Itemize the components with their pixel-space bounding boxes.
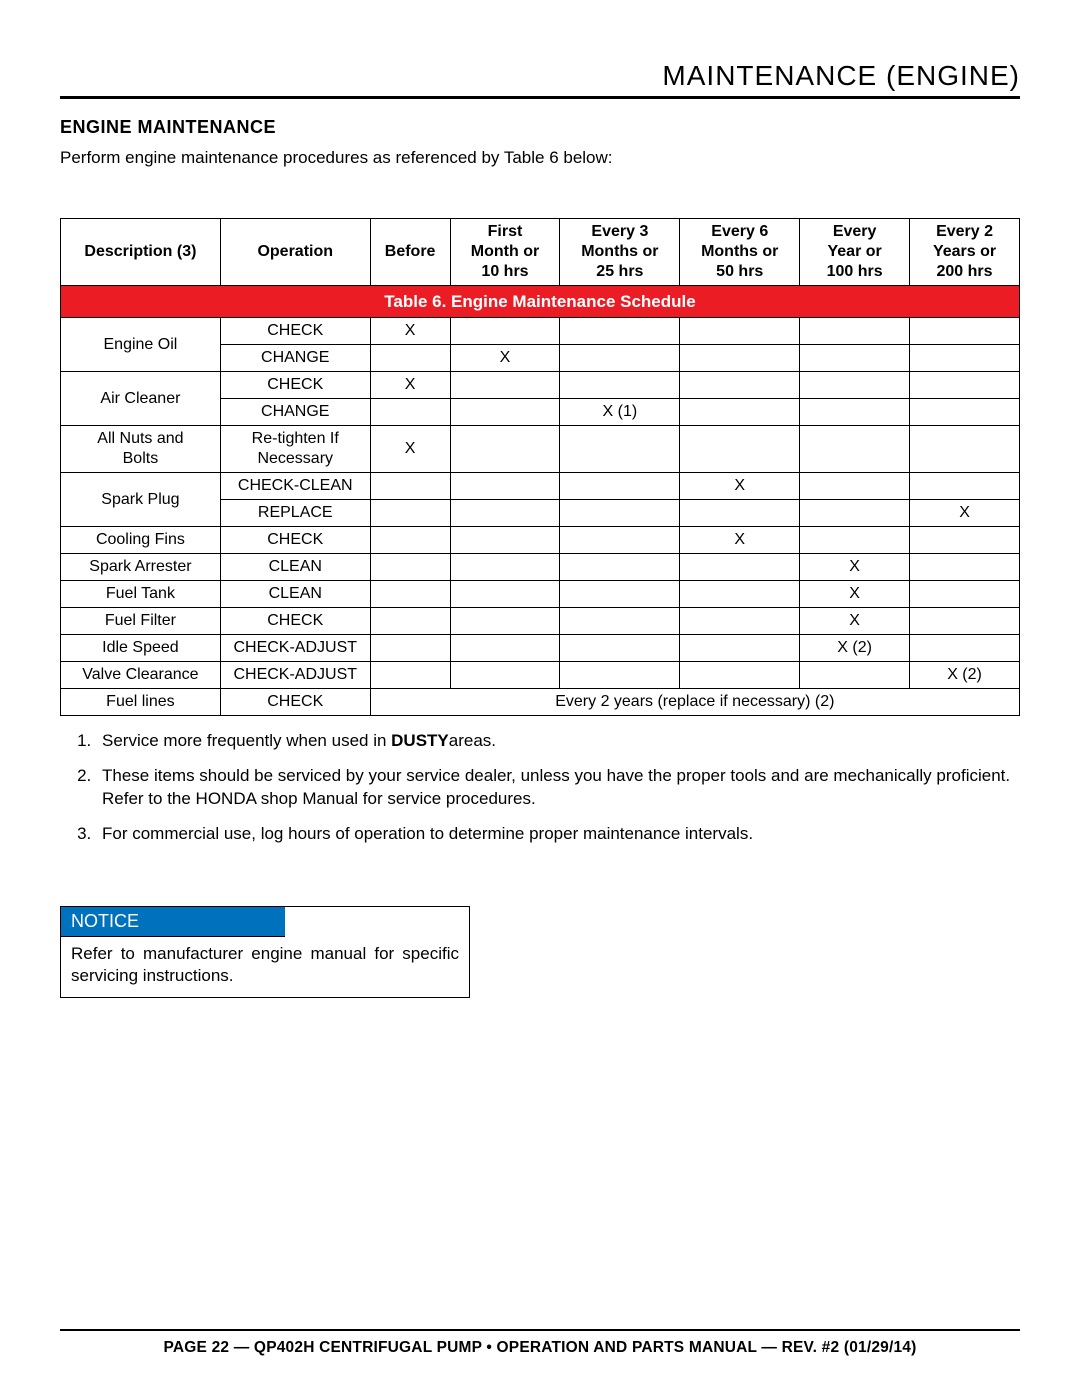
cell-desc: All Nuts andBolts — [61, 426, 221, 473]
col-every6: Every 6Months or50 hrs — [680, 219, 800, 286]
col-operation: Operation — [220, 219, 370, 286]
cell: X — [370, 426, 450, 473]
cell: X (1) — [560, 399, 680, 426]
col-every2yr: Every 2Years or200 hrs — [910, 219, 1020, 286]
col-description: Description (3) — [61, 219, 221, 286]
page-title: MAINTENANCE (ENGINE) — [60, 60, 1020, 92]
col-every-year: EveryYear or100 hrs — [800, 219, 910, 286]
cell: X (2) — [910, 662, 1020, 689]
footer-text: PAGE 22 — QP402H CENTRIFUGAL PUMP • OPER… — [60, 1339, 1020, 1357]
cell-desc: Fuel Filter — [61, 608, 221, 635]
table-row: Valve Clearance CHECK-ADJUST X (2) — [61, 662, 1020, 689]
notice-body: Refer to manufacturer engine manual for … — [61, 937, 469, 997]
note-text: areas. — [449, 731, 496, 750]
cell-op: CHECK — [220, 527, 370, 554]
cell: X — [370, 372, 450, 399]
table-row: Fuel lines CHECK Every 2 years (replace … — [61, 689, 1020, 716]
cell: X — [450, 345, 560, 372]
table-row: All Nuts andBolts Re-tighten IfNecessary… — [61, 426, 1020, 473]
col-first: FirstMonth or10 hrs — [450, 219, 560, 286]
page-footer: PAGE 22 — QP402H CENTRIFUGAL PUMP • OPER… — [60, 1329, 1020, 1357]
maintenance-table: Table 6. Engine Maintenance Schedule Des… — [60, 218, 1020, 716]
cell-desc: Idle Speed — [61, 635, 221, 662]
cell: X — [370, 318, 450, 345]
notice-header: NOTICE — [61, 907, 285, 937]
table-row: Idle Speed CHECK-ADJUST X (2) — [61, 635, 1020, 662]
table-row: Fuel Tank CLEAN X — [61, 581, 1020, 608]
cell-op: CHANGE — [220, 399, 370, 426]
cell-desc: Engine Oil — [61, 318, 221, 372]
table-row: Spark Plug CHECK-CLEAN X — [61, 473, 1020, 500]
table-header-row: Description (3) Operation Before FirstMo… — [61, 219, 1020, 286]
notes-list: Service more frequently when used in DUS… — [86, 730, 1020, 846]
intro-text: Perform engine maintenance procedures as… — [60, 148, 1020, 168]
cell: X — [800, 608, 910, 635]
cell-op: CHECK — [220, 689, 370, 716]
note-bold: DUSTY — [391, 731, 449, 750]
note-item: Service more frequently when used in DUS… — [96, 730, 1020, 753]
cell-op: CHECK — [220, 318, 370, 345]
table-title: Table 6. Engine Maintenance Schedule — [61, 286, 1020, 318]
note-item: These items should be serviced by your s… — [96, 765, 1020, 811]
cell-desc: Spark Arrester — [61, 554, 221, 581]
section-heading: ENGINE MAINTENANCE — [60, 117, 1020, 138]
cell: X — [800, 554, 910, 581]
table-row: Air Cleaner CHECK X — [61, 372, 1020, 399]
cell-op: CHECK-ADJUST — [220, 662, 370, 689]
col-before: Before — [370, 219, 450, 286]
cell: X — [680, 473, 800, 500]
cell: X (2) — [800, 635, 910, 662]
cell-op: Re-tighten IfNecessary — [220, 426, 370, 473]
title-rule — [60, 96, 1020, 99]
table-row: Engine Oil CHECK X — [61, 318, 1020, 345]
note-text: Service more frequently when used in — [102, 731, 391, 750]
cell-op: CHECK — [220, 372, 370, 399]
cell-desc: Fuel Tank — [61, 581, 221, 608]
table-row: Cooling Fins CHECK X — [61, 527, 1020, 554]
cell-desc: Air Cleaner — [61, 372, 221, 426]
note-item: For commercial use, log hours of operati… — [96, 823, 1020, 846]
cell: X — [680, 527, 800, 554]
col-every3: Every 3Months or25 hrs — [560, 219, 680, 286]
cell-desc: Valve Clearance — [61, 662, 221, 689]
cell-desc: Cooling Fins — [61, 527, 221, 554]
cell-op: CHECK-ADJUST — [220, 635, 370, 662]
cell-op: CLEAN — [220, 581, 370, 608]
table-row: Fuel Filter CHECK X — [61, 608, 1020, 635]
cell-desc: Fuel lines — [61, 689, 221, 716]
cell-op: CHECK-CLEAN — [220, 473, 370, 500]
footer-rule — [60, 1329, 1020, 1331]
cell-op: CHECK — [220, 608, 370, 635]
cell-op: CLEAN — [220, 554, 370, 581]
notice-box: NOTICE Refer to manufacturer engine manu… — [60, 906, 470, 998]
cell-op: CHANGE — [220, 345, 370, 372]
cell-op: REPLACE — [220, 500, 370, 527]
cell-spanned-note: Every 2 years (replace if necessary) (2) — [370, 689, 1019, 716]
table-row: Spark Arrester CLEAN X — [61, 554, 1020, 581]
cell: X — [910, 500, 1020, 527]
cell: X — [800, 581, 910, 608]
cell-desc: Spark Plug — [61, 473, 221, 527]
